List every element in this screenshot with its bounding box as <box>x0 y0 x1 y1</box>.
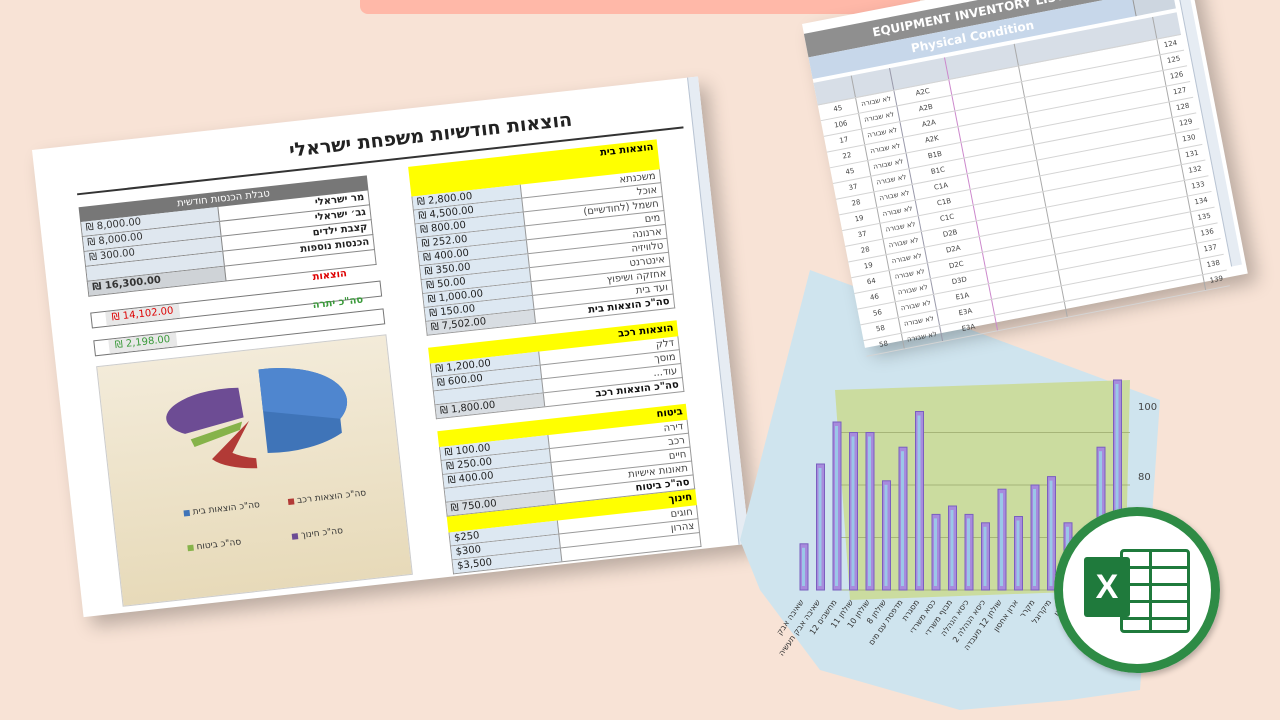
pie-slice-education <box>166 387 244 434</box>
home-expenses-table: הוצאות בית משכנתא ₪ 2,800.00 אוכל ₪ 4,500.… <box>408 139 676 336</box>
balance-value[interactable]: ₪ 2,198.00 <box>108 332 177 354</box>
legend-label: סה"כ ביטוח <box>196 537 242 553</box>
legend-swatch <box>183 509 191 517</box>
bar-highlight <box>1033 489 1036 586</box>
pie-slice-insurance <box>190 421 243 447</box>
excel-x-letter: X <box>1084 557 1130 617</box>
legend-swatch <box>287 498 295 505</box>
excel-grid-icon <box>1120 549 1190 633</box>
legend-label: סה"כ חינוך <box>300 526 344 541</box>
bar-highlight <box>934 518 937 586</box>
legend-swatch <box>187 544 194 552</box>
bar-highlight <box>1000 493 1003 586</box>
bar-highlight <box>1049 480 1053 586</box>
car-expenses-table: הוצאות רכב דלק ₪ 1,200.00 מוסך ₪ 600.00 עו… <box>428 320 685 420</box>
bar-highlight <box>1115 384 1119 586</box>
budget-spreadsheet: הוצאות חודשיות משפחת ישראלי טבלת הכנסות … <box>32 76 750 618</box>
bar-highlight <box>851 436 855 586</box>
inventory-spreadsheet: EQUIPMENT INVENTORY LIST Physical Condit… <box>802 0 1248 357</box>
bar-highlight <box>967 518 970 586</box>
bar-highlight <box>917 415 921 586</box>
bar-highlight <box>884 484 888 586</box>
expenses-total[interactable]: ₪ 14,102.00 <box>105 303 181 326</box>
bar-highlight <box>983 526 987 586</box>
bar-highlight <box>802 547 805 586</box>
bar-highlight <box>818 468 822 586</box>
pie-chart-panel[interactable]: סה"כ הוצאות בית סה"כ הוצאות רכב סה"כ ביט… <box>96 334 413 607</box>
expenses-label: הוצאות <box>312 268 348 283</box>
legend-item-education: סה"כ חינוך <box>291 526 344 542</box>
legend-swatch <box>291 533 299 540</box>
y-tick-label: 100 <box>1138 402 1157 413</box>
title-banner-fragment <box>360 0 920 14</box>
bars <box>799 379 1122 591</box>
pie-slice-car <box>212 420 258 469</box>
y-tick-label: 80 <box>1138 472 1151 483</box>
pie-slice-home-top <box>258 367 347 419</box>
bar-chart-plot-area <box>835 380 1130 600</box>
excel-logo-icon: X <box>1054 507 1220 673</box>
bar-highlight <box>901 451 904 586</box>
legend-item-insurance: סה"כ ביטוח <box>187 537 242 553</box>
bar-highlight <box>868 436 871 586</box>
bar-highlight <box>835 426 838 586</box>
pie-chart <box>166 367 347 469</box>
bar-highlight <box>950 510 954 586</box>
bar-highlight <box>1016 520 1020 586</box>
table-cell[interactable]: 139 <box>1202 270 1230 290</box>
